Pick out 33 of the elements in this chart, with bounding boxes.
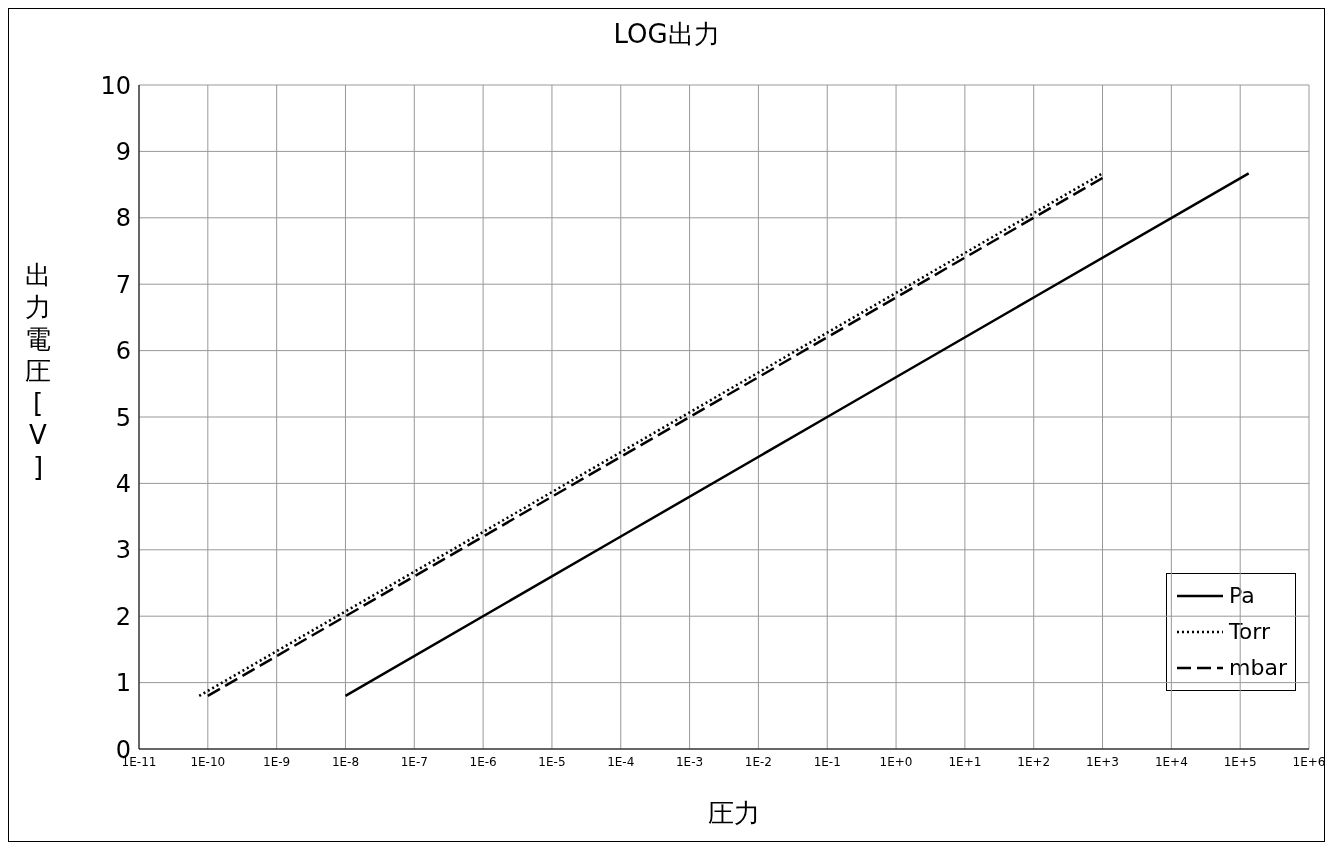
- x-tick-label: 1E+0: [879, 754, 913, 769]
- x-tick-label: 1E-9: [263, 754, 291, 769]
- x-tick-label: 1E-1: [813, 754, 841, 769]
- x-tick-label: 1E+1: [948, 754, 982, 769]
- y-tick-label: 6: [115, 337, 131, 366]
- y-tick-label: 4: [115, 469, 131, 498]
- y-tick-label: 10: [100, 71, 131, 100]
- x-tick-label: 1E-6: [469, 754, 497, 769]
- x-tick-label: 1E-7: [400, 754, 428, 769]
- x-tick-label: 1E-2: [744, 754, 773, 769]
- y-tick-label: 2: [115, 602, 131, 631]
- x-axis-title: 圧力: [707, 797, 761, 830]
- y-tick-label: 1: [115, 669, 131, 698]
- x-tick-label: 1E+2: [1017, 754, 1051, 769]
- x-tick-label: 1E+4: [1154, 754, 1188, 769]
- y-tick-label: 5: [115, 403, 131, 432]
- legend-label: Torr: [1229, 618, 1270, 646]
- x-tick-label: 1E-4: [607, 754, 635, 769]
- x-tick-label: 1E+3: [1086, 754, 1119, 769]
- y-tick-label: 8: [115, 204, 131, 233]
- x-tick-label: 1E+5: [1223, 754, 1257, 769]
- y-tick-label: 7: [115, 270, 131, 299]
- legend-label: Pa: [1229, 582, 1255, 610]
- chart-title: LOG出力: [612, 18, 721, 51]
- legend-label: mbar: [1229, 654, 1287, 682]
- x-tick-label: 1E-5: [538, 754, 566, 769]
- y-tick-label: 3: [115, 536, 131, 565]
- x-tick-label: 1E-10: [190, 754, 226, 769]
- y-tick-label: 9: [115, 137, 131, 166]
- x-tick-label: 1E+6: [1292, 754, 1326, 769]
- y-axis-title: 出力電圧[V]: [24, 259, 52, 483]
- x-tick-label: 1E-8: [331, 754, 360, 769]
- x-tick-label: 1E-3: [675, 754, 704, 769]
